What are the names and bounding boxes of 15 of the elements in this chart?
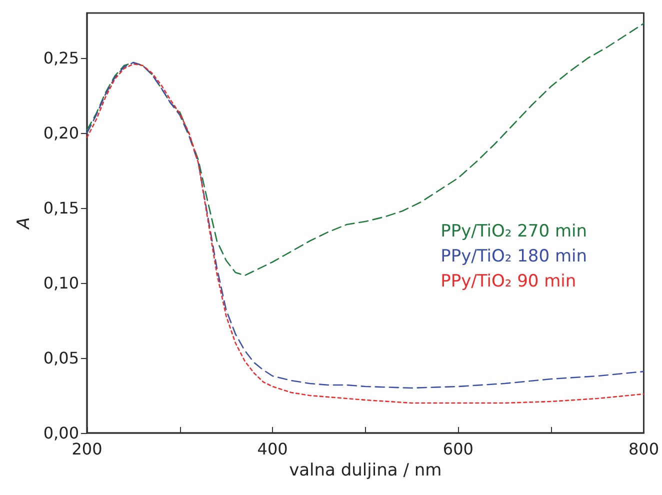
text: PPy/TiO₂ 180 min: [440, 246, 588, 266]
y-axis-title: A: [14, 217, 34, 230]
x-axis-title: valna duljina / nm: [289, 460, 442, 480]
y-tick-label: 0,15: [43, 198, 79, 218]
y-tick-label: 0,20: [43, 124, 79, 142]
x-tick-label: 800: [628, 440, 660, 458]
series-label: PPy/TiO₂ 270 min: [440, 222, 588, 242]
text: PPy/TiO₂ 90 min: [440, 272, 576, 292]
x-tick-label: 200: [72, 440, 102, 458]
y-tick-label: 0,10: [43, 274, 79, 292]
y-tick-label: 0,00: [43, 424, 79, 442]
y-tick-label: 0,25: [43, 48, 79, 68]
x-tick-label: 600: [442, 440, 474, 458]
y-tick-label: 0,05: [43, 348, 79, 368]
x-tick-label: 400: [257, 440, 288, 458]
